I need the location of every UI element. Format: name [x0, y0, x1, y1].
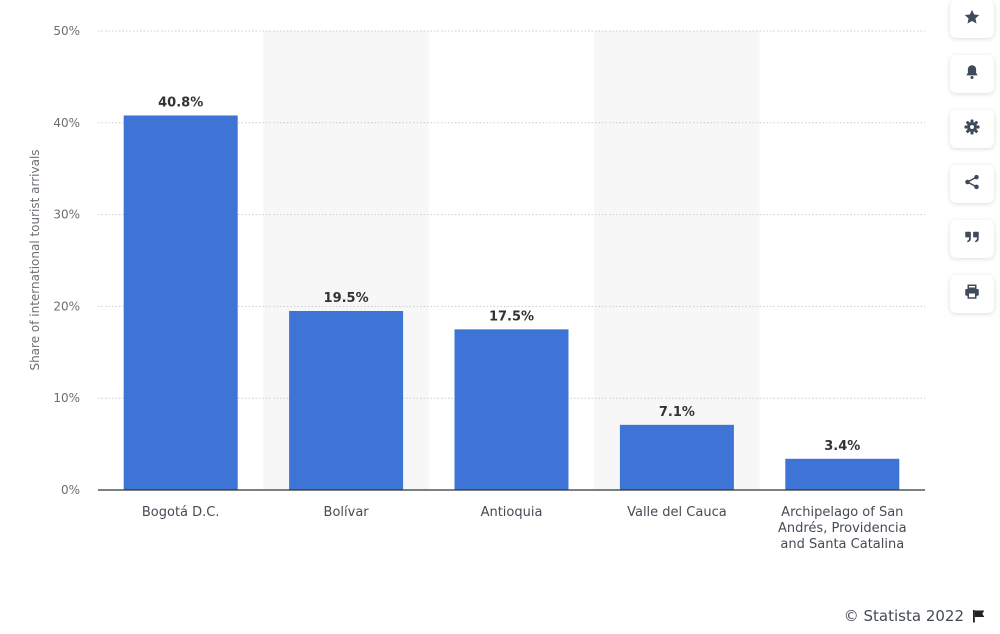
y-axis-title: Share of international tourist arrivals	[28, 149, 42, 370]
star-icon	[963, 8, 981, 30]
x-tick-label: Valle del Cauca	[627, 505, 727, 520]
data-label: 17.5%	[489, 309, 534, 324]
print-icon	[963, 283, 981, 305]
flag-icon[interactable]	[972, 609, 986, 623]
y-tick-label: 50%	[53, 24, 80, 38]
y-tick-label: 0%	[61, 483, 80, 497]
gear-icon	[963, 118, 981, 140]
favorite-button[interactable]	[950, 0, 994, 38]
settings-button[interactable]	[950, 110, 994, 148]
data-label: 7.1%	[659, 405, 695, 420]
bar	[454, 329, 569, 490]
bar-chart: 0% 10% 20% 30% 40% 50% 40.8% 19.5% 17.5% 7.1% 3.4%…	[28, 24, 925, 552]
statista-credit[interactable]: © Statista 2022	[844, 607, 986, 625]
share-icon	[963, 173, 981, 195]
share-button[interactable]	[950, 165, 994, 203]
bell-icon	[963, 63, 981, 85]
y-tick-label: 40%	[53, 116, 80, 130]
bar	[785, 458, 900, 490]
x-tick-label: Bolívar	[324, 505, 370, 520]
data-label: 19.5%	[324, 291, 369, 306]
cite-button[interactable]	[950, 220, 994, 258]
bar	[289, 310, 404, 490]
y-tick-label: 20%	[53, 299, 80, 313]
quote-icon	[963, 228, 981, 250]
data-label: 40.8%	[158, 95, 203, 110]
bar	[619, 424, 734, 490]
credit-text: © Statista 2022	[843, 607, 964, 625]
x-tick-label: Bogotá D.C.	[142, 505, 220, 520]
y-tick-label: 30%	[53, 208, 80, 222]
notification-button[interactable]	[950, 55, 994, 93]
print-button[interactable]	[950, 275, 994, 313]
x-tick-label: Archipelago of San Andrés, Providencia and…	[778, 505, 907, 552]
x-tick-label: Antioquia	[481, 505, 543, 520]
y-tick-label: 10%	[53, 391, 80, 405]
data-label: 3.4%	[824, 439, 860, 454]
bar	[123, 115, 238, 491]
background-band	[594, 31, 760, 490]
